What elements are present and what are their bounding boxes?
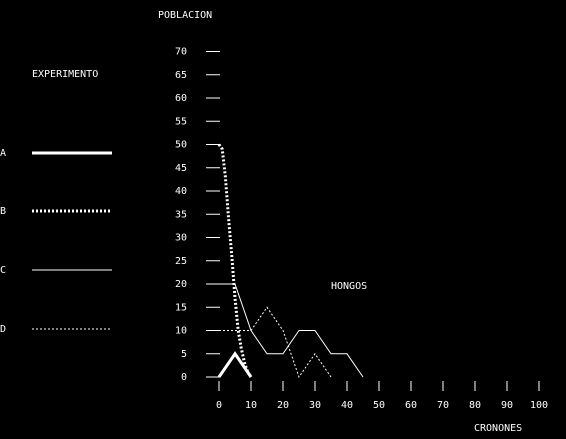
- x-tick-label: 70: [437, 400, 449, 411]
- x-tick-label: 100: [530, 400, 548, 411]
- y-tick-label: 10: [175, 326, 187, 337]
- y-tick-label: 70: [175, 47, 187, 58]
- y-tick-label: 35: [175, 209, 187, 220]
- series-lines: [217, 143, 364, 379]
- x-tick-label: 50: [373, 400, 385, 411]
- x-tick-label: 60: [405, 400, 417, 411]
- y-tick-label: 15: [175, 302, 187, 313]
- y-tick-label: 45: [175, 163, 187, 174]
- legend: A B C D: [0, 148, 112, 335]
- y-tick-label: 0: [181, 372, 187, 383]
- y-tick-label: 65: [175, 70, 187, 81]
- legend-label-a: A: [0, 148, 6, 159]
- y-tick-label: 55: [175, 116, 187, 127]
- y-axis-ticks: 0 5 10 15 20 25 30 35 40 45 50 55 60 65 70: [175, 47, 220, 383]
- series-line-d: [219, 306, 332, 379]
- y-tick-label: 20: [175, 279, 187, 290]
- y-tick-label: 50: [175, 140, 187, 151]
- y-tick-label: 30: [175, 233, 187, 244]
- x-tick-label: 80: [469, 400, 481, 411]
- annotation-hongos: HONGOS: [331, 281, 367, 292]
- y-axis-label: POBLACION: [158, 10, 212, 21]
- x-tick-label: 40: [341, 400, 353, 411]
- legend-label-d: D: [0, 324, 6, 335]
- x-tick-label: 0: [216, 400, 222, 411]
- y-tick-label: 40: [175, 186, 187, 197]
- series-line-c: [219, 283, 364, 378]
- legend-title: EXPERIMENTO: [32, 69, 98, 80]
- x-tick-label: 30: [309, 400, 321, 411]
- y-tick-label: 25: [175, 256, 187, 267]
- series-line-b: [217, 143, 253, 378]
- y-tick-label: 5: [181, 349, 187, 360]
- legend-label-c: C: [0, 265, 6, 276]
- x-tick-label: 90: [501, 400, 513, 411]
- x-tick-label: 10: [245, 400, 257, 411]
- series-line-a: [217, 351, 253, 378]
- x-axis-label: CRONONES: [474, 423, 522, 434]
- x-tick-label: 20: [277, 400, 289, 411]
- y-tick-label: 60: [175, 93, 187, 104]
- legend-label-b: B: [0, 206, 6, 217]
- x-axis-ticks: 0 10 20 30 40 50 60 70 80 90 100: [216, 381, 548, 411]
